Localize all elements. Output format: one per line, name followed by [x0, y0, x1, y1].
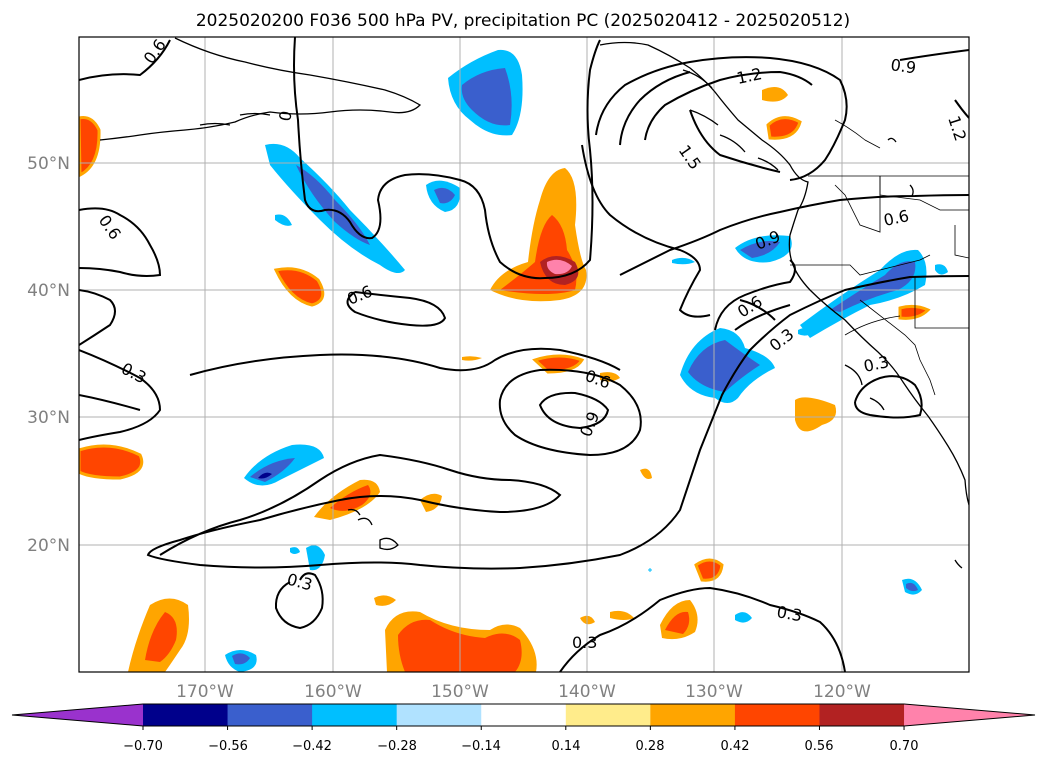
colorbar-swatch — [143, 704, 229, 726]
colorbar-swatch — [565, 704, 651, 726]
lon-label: 130°W — [685, 682, 743, 702]
colorbar-tick-label: 0.70 — [890, 739, 919, 754]
lat-label: 30°N — [27, 408, 70, 428]
contour-label: 0.6 — [882, 206, 911, 230]
lat-label: 50°N — [27, 154, 70, 174]
colorbar-swatch — [481, 704, 567, 726]
colorbar-tick-label: −0.70 — [123, 739, 163, 754]
lon-label: 140°W — [558, 682, 616, 702]
colorbar — [11, 703, 1036, 727]
colorbar-swatch — [650, 704, 736, 726]
colorbar-swatch — [734, 704, 820, 726]
lon-label: 150°W — [431, 682, 489, 702]
colorbar-tick-label: −0.14 — [461, 739, 501, 754]
figure-title: 2025020200 F036 500 hPa PV, precipitatio… — [196, 11, 850, 31]
colorbar-tick-label: 0.42 — [721, 739, 750, 754]
colorbar-extend-min — [12, 704, 143, 726]
colorbar-tick-label: 0.56 — [805, 739, 834, 754]
contour-label: 1.2 — [735, 64, 764, 88]
colorbar-tick-label: 0.28 — [636, 739, 665, 754]
colorbar-tick-label: −0.28 — [377, 739, 417, 754]
colorbar-tick-label: 0.14 — [552, 739, 581, 754]
latitude-labels: 50°N 40°N 30°N 20°N — [27, 154, 70, 556]
map-frame — [78, 36, 970, 673]
contour-label: 0.3 — [862, 352, 891, 376]
precip-positive-areas — [79, 86, 931, 672]
colorbar-tick-label: −0.56 — [208, 739, 248, 754]
lat-label: 40°N — [27, 281, 70, 301]
contour-label: 0 — [275, 109, 295, 122]
coastlines — [99, 37, 969, 569]
colorbar-tick-label: −0.42 — [292, 739, 332, 754]
pv-contours — [79, 37, 969, 672]
precip-negative-areas — [225, 49, 948, 672]
contour-label: 0.3 — [775, 602, 803, 625]
lat-label: 20°N — [27, 536, 70, 556]
colorbar-ticks: −0.70 −0.56 −0.42 −0.28 −0.14 0.14 0.28 … — [123, 726, 918, 754]
colorbar-extend-max — [904, 704, 1035, 726]
lon-label: 170°W — [176, 682, 234, 702]
colorbar-swatch — [819, 704, 905, 726]
lon-label: 120°W — [813, 682, 871, 702]
colorbar-swatch — [396, 704, 482, 726]
contour-label: 0.3 — [572, 633, 597, 652]
colorbar-swatch — [227, 704, 313, 726]
political-borders — [790, 119, 969, 396]
contour-label: 0.9 — [889, 55, 917, 77]
colorbar-swatch — [312, 704, 398, 726]
map-panel: 0.6 0 0.6 1.2 1.5 0.9 1.2 0.6 0.9 0.6 0.… — [79, 37, 969, 672]
longitude-labels: 170°W 160°W 150°W 140°W 130°W 120°W — [176, 682, 871, 702]
lon-label: 160°W — [304, 682, 362, 702]
